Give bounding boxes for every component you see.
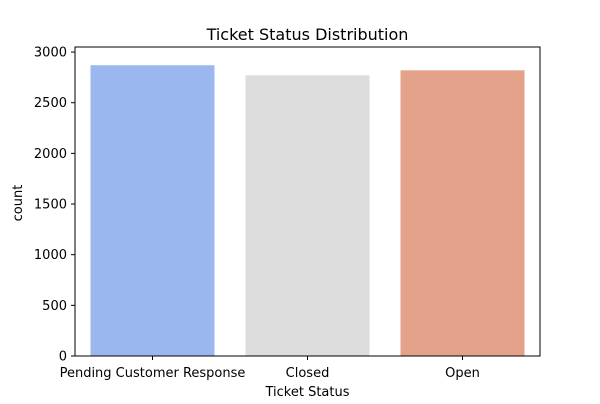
bar [400,70,525,356]
y-axis-label: count [11,185,26,222]
bar [245,75,370,356]
y-tick-label: 1500 [34,198,67,213]
y-tick-label: 2500 [34,96,67,111]
x-axis: Pending Customer Response Closed Open [60,356,480,381]
y-tick-label: 0 [59,350,67,365]
x-tick-label: Pending Customer Response [60,366,246,381]
y-tick-label: 2000 [34,147,67,162]
y-tick-label: 1000 [34,248,67,263]
y-axis: 0 500 1000 1500 2000 2500 3000 [34,46,75,365]
x-tick-label: Closed [286,366,330,381]
plot-frame [74,46,541,357]
y-tick-label: 3000 [34,46,67,61]
x-axis-label: Ticket Status [264,385,349,400]
y-tick-label: 500 [42,299,67,314]
bar [90,65,215,356]
chart-title: Ticket Status Distribution [206,25,409,44]
bars-group [90,65,525,356]
x-tick-label: Open [445,366,480,381]
